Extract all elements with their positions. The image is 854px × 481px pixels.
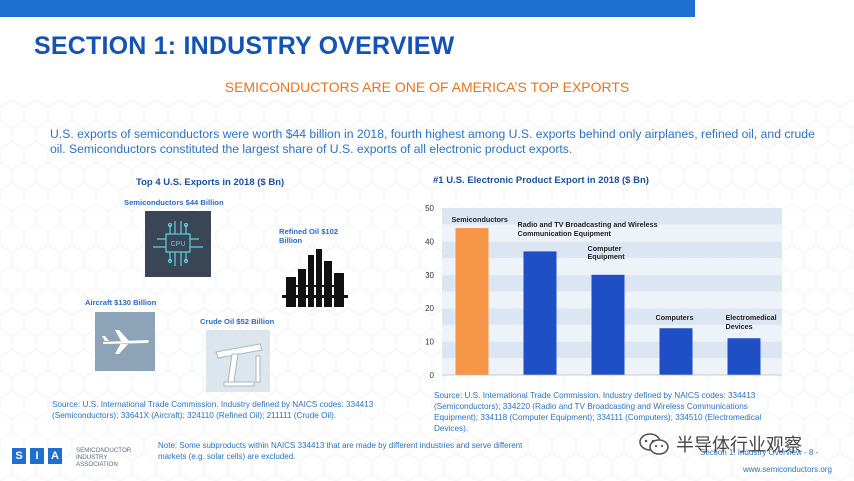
y-tick-label: 50: [425, 204, 434, 213]
bar-category-label: Radio and TV Broadcasting and Wireless C…: [517, 221, 658, 238]
y-tick-label: 20: [425, 304, 434, 313]
bar-4: [659, 328, 693, 375]
oil-pump-icon: [206, 330, 270, 397]
airplane-icon: [95, 312, 155, 376]
top-accent-bar-right: [695, 0, 854, 17]
y-tick-label: 10: [425, 338, 434, 347]
chart-source-text: Source: U.S. International Trade Commiss…: [434, 391, 762, 433]
cpu-icon-text: CPU: [171, 241, 186, 248]
top-accent-bar: [0, 0, 695, 17]
sia-logo: S I A SEMICONDUCTOR INDUSTRY ASSOCIATION: [12, 447, 131, 468]
wechat-icon: [639, 433, 669, 455]
left-panel-title: Top 4 U.S. Exports in 2018 ($ Bn): [136, 177, 285, 188]
bar-label-wrapper: Electromedical Devices: [725, 314, 777, 331]
bar-category-label: Computer Equipment: [587, 244, 625, 262]
semiconductors-export-label: Semiconductors $44 Billion: [124, 198, 224, 207]
bar-2: [523, 251, 557, 375]
grid-band: [442, 208, 782, 225]
bar-label-wrapper: Semiconductors: [451, 216, 508, 225]
bar-label-wrapper: Computers: [655, 314, 694, 323]
logo-letter-a: A: [48, 448, 62, 464]
bar-label-wrapper: Computer Equipment: [587, 244, 625, 262]
footnote: Note: Some subproducts within NAICS 3344…: [158, 441, 523, 461]
footer-section-text: Section 1: Industry Overview - 8 -: [700, 448, 819, 457]
bar-chart: 0 10 20 30 40 50 Semiconductors Radio and TV Br…: [425, 204, 782, 380]
bar-3: [591, 274, 625, 375]
y-tick-label: 30: [425, 271, 434, 280]
watermark-text: 半导体行业观察: [676, 435, 802, 455]
page-title: SECTION 1: INDUSTRY OVERVIEW: [34, 32, 455, 60]
cpu-icon: CPU: [145, 211, 211, 282]
crude-oil-export-label: Crude Oil $52 Billion: [200, 317, 275, 326]
logo-text: SEMICONDUCTOR INDUSTRY ASSOCIATION: [76, 447, 132, 468]
logo-letter-i: I: [30, 448, 44, 464]
refinery-icon: [282, 247, 348, 312]
page-subtitle: SEMICONDUCTORS ARE ONE OF AMERICA’S TOP …: [224, 79, 630, 95]
bar-category-label: Semiconductors: [451, 216, 508, 225]
bar-category-label: Electromedical Devices: [725, 314, 777, 331]
bar-5: [727, 338, 761, 375]
bar-category-label: Computers: [655, 314, 694, 323]
intro-paragraph: U.S. exports of semiconductors were wort…: [50, 127, 815, 156]
aircraft-export-label: Aircraft $130 Billion: [85, 298, 157, 307]
chart-title: #1 U.S. Electronic Product Export in 201…: [433, 175, 649, 186]
footer-url-link[interactable]: www.semiconductors.org: [743, 465, 832, 474]
logo-letter-s: S: [12, 448, 26, 464]
left-source-text: Source: U.S. International Trade Commiss…: [52, 400, 374, 420]
watermark: 半导体行业观察: [638, 431, 802, 457]
grid-band-light: [442, 224, 782, 242]
bar-label-wrapper: Radio and TV Broadcasting and Wireless C…: [517, 221, 658, 238]
y-tick-label: 0: [430, 371, 435, 380]
y-tick-label: 40: [425, 237, 434, 246]
bar-1: [455, 228, 489, 375]
refined-oil-export-label: Refined Oil $102 Billion: [279, 227, 339, 245]
